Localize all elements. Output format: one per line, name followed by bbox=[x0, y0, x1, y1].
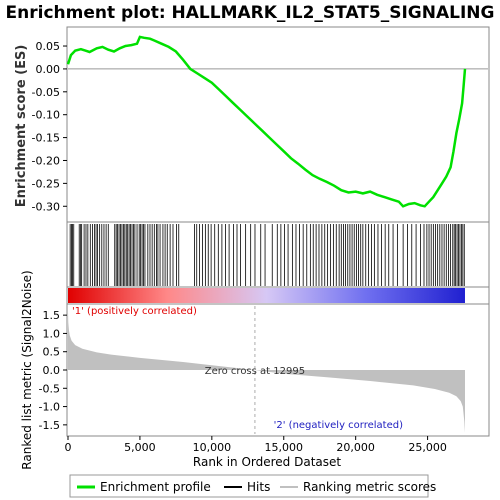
positive-correlated-label: '1' (positively correlated) bbox=[72, 306, 197, 317]
es-y-ticks: 0.05 0.00 -0.05 -0.10 -0.15 -0.20 -0.25 -0.30 bbox=[32, 40, 67, 213]
es-tick-label: -0.30 bbox=[32, 200, 60, 213]
chart-title: Enrichment plot: HALLMARK_IL2_STAT5_SIGN… bbox=[6, 3, 495, 23]
zero-cross-label: Zero cross at 12995 bbox=[205, 366, 305, 377]
x-tick-label: 15,000 bbox=[265, 441, 304, 454]
hit-marks bbox=[69, 224, 465, 286]
legend-enrichment-label: Enrichment profile bbox=[100, 480, 211, 494]
metric-tick-label: 0.0 bbox=[43, 364, 61, 377]
es-axis-label: Enrichment score (ES) bbox=[14, 45, 29, 208]
metric-tick-label: -1.0 bbox=[39, 401, 60, 414]
ranking-metric-area bbox=[68, 311, 465, 433]
es-tick-label: 0.00 bbox=[36, 63, 61, 76]
x-tick-label: 20,000 bbox=[336, 441, 375, 454]
legend-metric-label: Ranking metric scores bbox=[303, 480, 436, 494]
metric-tick-label: 1.0 bbox=[43, 327, 61, 340]
legend: Enrichment profile Hits Ranking metric s… bbox=[69, 474, 436, 498]
rank-heatmap-bar bbox=[66, 286, 490, 305]
legend-hits-label: Hits bbox=[247, 480, 270, 494]
metric-panel: Ranked list metric (Signal2Noise) 1.5 1.0… bbox=[20, 270, 490, 470]
es-panel: Enrichment score (ES) 0.05 0.00 -0.05 -0.10… bbox=[14, 26, 490, 223]
metric-tick-label: 1.5 bbox=[43, 309, 61, 322]
es-tick-label: -0.05 bbox=[32, 86, 60, 99]
es-tick-label: -0.25 bbox=[32, 177, 60, 190]
es-plot-area bbox=[66, 26, 490, 223]
x-tick-label: 0 bbox=[65, 441, 72, 454]
metric-tick-label: -1.5 bbox=[39, 419, 60, 432]
x-tick-label: 25,000 bbox=[408, 441, 447, 454]
metric-y-ticks: 1.5 1.0 0.5 0.0 -0.5 -1.0 -1.5 bbox=[39, 309, 67, 432]
x-axis-label: Rank in Ordered Dataset bbox=[193, 455, 341, 469]
es-tick-label: 0.05 bbox=[36, 40, 61, 53]
negative-correlated-label: '2' (negatively correlated) bbox=[274, 420, 403, 431]
heatmap-gradient bbox=[68, 288, 465, 303]
x-tick-label: 5,000 bbox=[124, 441, 156, 454]
hits-panel bbox=[66, 221, 490, 288]
es-tick-label: -0.15 bbox=[32, 132, 60, 145]
enrichment-profile-line bbox=[66, 35, 467, 208]
x-tick-label: 10,000 bbox=[193, 441, 232, 454]
metric-tick-label: -0.5 bbox=[39, 382, 60, 395]
es-tick-label: -0.10 bbox=[32, 109, 60, 122]
es-tick-label: -0.20 bbox=[32, 154, 60, 167]
metric-tick-label: 0.5 bbox=[43, 346, 61, 359]
metric-axis-label: Ranked list metric (Signal2Noise) bbox=[20, 270, 34, 469]
legend-box bbox=[69, 474, 429, 498]
x-axis-ticks: 0 5,000 10,000 15,000 20,000 25,000 bbox=[65, 436, 447, 454]
